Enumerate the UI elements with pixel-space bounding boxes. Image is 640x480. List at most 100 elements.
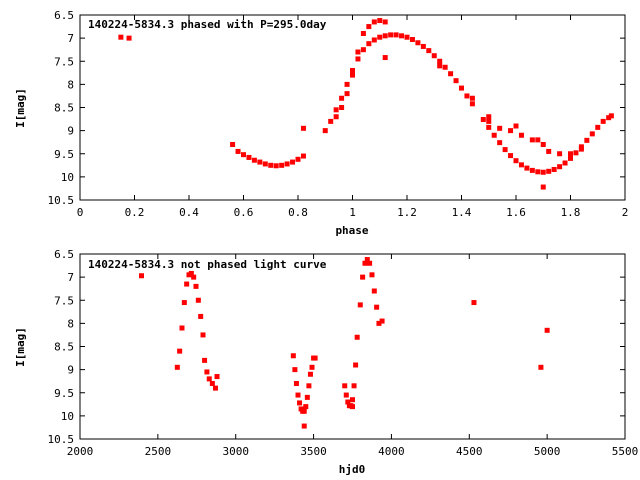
data-point [118,34,124,40]
data-point [230,142,236,147]
data-point [139,273,145,279]
data-point [301,423,307,429]
data-point [374,304,380,310]
y-tick-label: 9.5 [54,387,74,400]
data-point [322,128,328,134]
x-tick-label: 2 [622,206,629,219]
data-point [437,63,443,69]
data-point [584,137,590,143]
data-point [459,85,464,91]
x-tick-label: 5000 [534,445,561,458]
data-point [471,300,477,306]
data-point [184,281,190,287]
data-point [535,169,541,175]
data-point [307,371,313,377]
data-point [371,288,377,294]
data-point [578,146,584,152]
data-point [420,43,426,49]
x-tick-label: 0.6 [234,206,254,219]
x-tick-label: 0.4 [179,206,199,219]
data-point [257,159,263,165]
data-point [300,125,306,131]
data-point [354,334,360,340]
data-point [295,156,301,162]
data-point [174,364,180,370]
data-point [409,37,415,43]
data-point [360,31,366,36]
x-axis-label: hjd0 [339,463,366,476]
data-point [557,151,563,157]
data-point [393,32,399,38]
data-point [469,101,475,107]
data-point [177,348,183,354]
data-point [453,78,459,84]
unphased-light-curve-chart: 140224-5834.3 not phased light curve hjd… [14,248,638,476]
data-point [538,364,544,370]
data-point [204,369,210,375]
data-point [491,132,497,138]
y-tick-label: 9.5 [54,148,74,161]
data-point [431,53,437,59]
data-point [535,137,541,143]
data-point [328,118,334,124]
axis-ticks: 2000 2500 3000 3500 4000 4500 5000 5500 6.5 7 7.5 8… [48,248,639,458]
x-tick-label: 4000 [378,445,405,458]
x-tick-label: 1 [349,206,356,219]
data-point [546,148,552,154]
x-tick-label: 1.6 [506,206,526,219]
data-point [529,137,535,143]
y-tick-label: 6.5 [54,9,74,22]
data-point [191,274,197,280]
data-point [508,128,514,134]
data-point [198,313,204,319]
data-point [382,55,388,61]
x-tick-label: 2500 [145,445,172,458]
data-point [371,37,377,43]
data-point [513,158,519,164]
chart-title: 140224-5834.3 not phased light curve [88,258,327,271]
data-point [442,64,448,70]
plot-frame [79,253,626,440]
data-point [540,184,546,190]
data-point [502,147,508,153]
data-point [333,114,339,120]
x-tick-label: 5500 [612,445,639,458]
y-tick-label: 10.5 [48,194,75,207]
data-point [551,166,557,172]
data-point [595,124,601,130]
axis-ticks: 0 0.2 0.4 0.6 0.8 1 1.2 1.4 1.6 1.8 2 6.5 7 7.5 8 8.5 9 9… [48,9,629,219]
data-point [212,385,218,391]
data-point [355,49,361,55]
data-point [379,318,385,324]
y-axis-label: I[mag] [14,327,27,367]
y-tick-label: 9 [67,364,74,377]
data-point [251,157,257,163]
data-point [486,114,492,120]
data-point [404,34,410,40]
data-point [209,381,215,386]
data-point [355,56,361,62]
y-tick-label: 7.5 [54,294,74,307]
data-point [350,397,355,403]
data-point [290,353,296,359]
y-tick-label: 8.5 [54,341,74,354]
data-point [306,383,312,389]
data-point [344,91,350,97]
data-point [350,68,355,73]
data-point [415,40,421,46]
x-axis-label: phase [335,224,368,237]
data-point [608,113,614,119]
data-point [606,115,612,121]
data-point [369,272,375,278]
data-point [544,327,550,333]
x-tick-label: 0.8 [288,206,308,219]
y-tick-label: 8 [67,78,74,91]
y-tick-label: 9 [67,125,74,138]
data-point [304,394,310,400]
data-point [529,167,535,173]
x-tick-label: 2000 [67,445,94,458]
y-axis-label: I[mag] [14,88,27,128]
data-point [290,159,296,165]
data-point [382,33,388,39]
